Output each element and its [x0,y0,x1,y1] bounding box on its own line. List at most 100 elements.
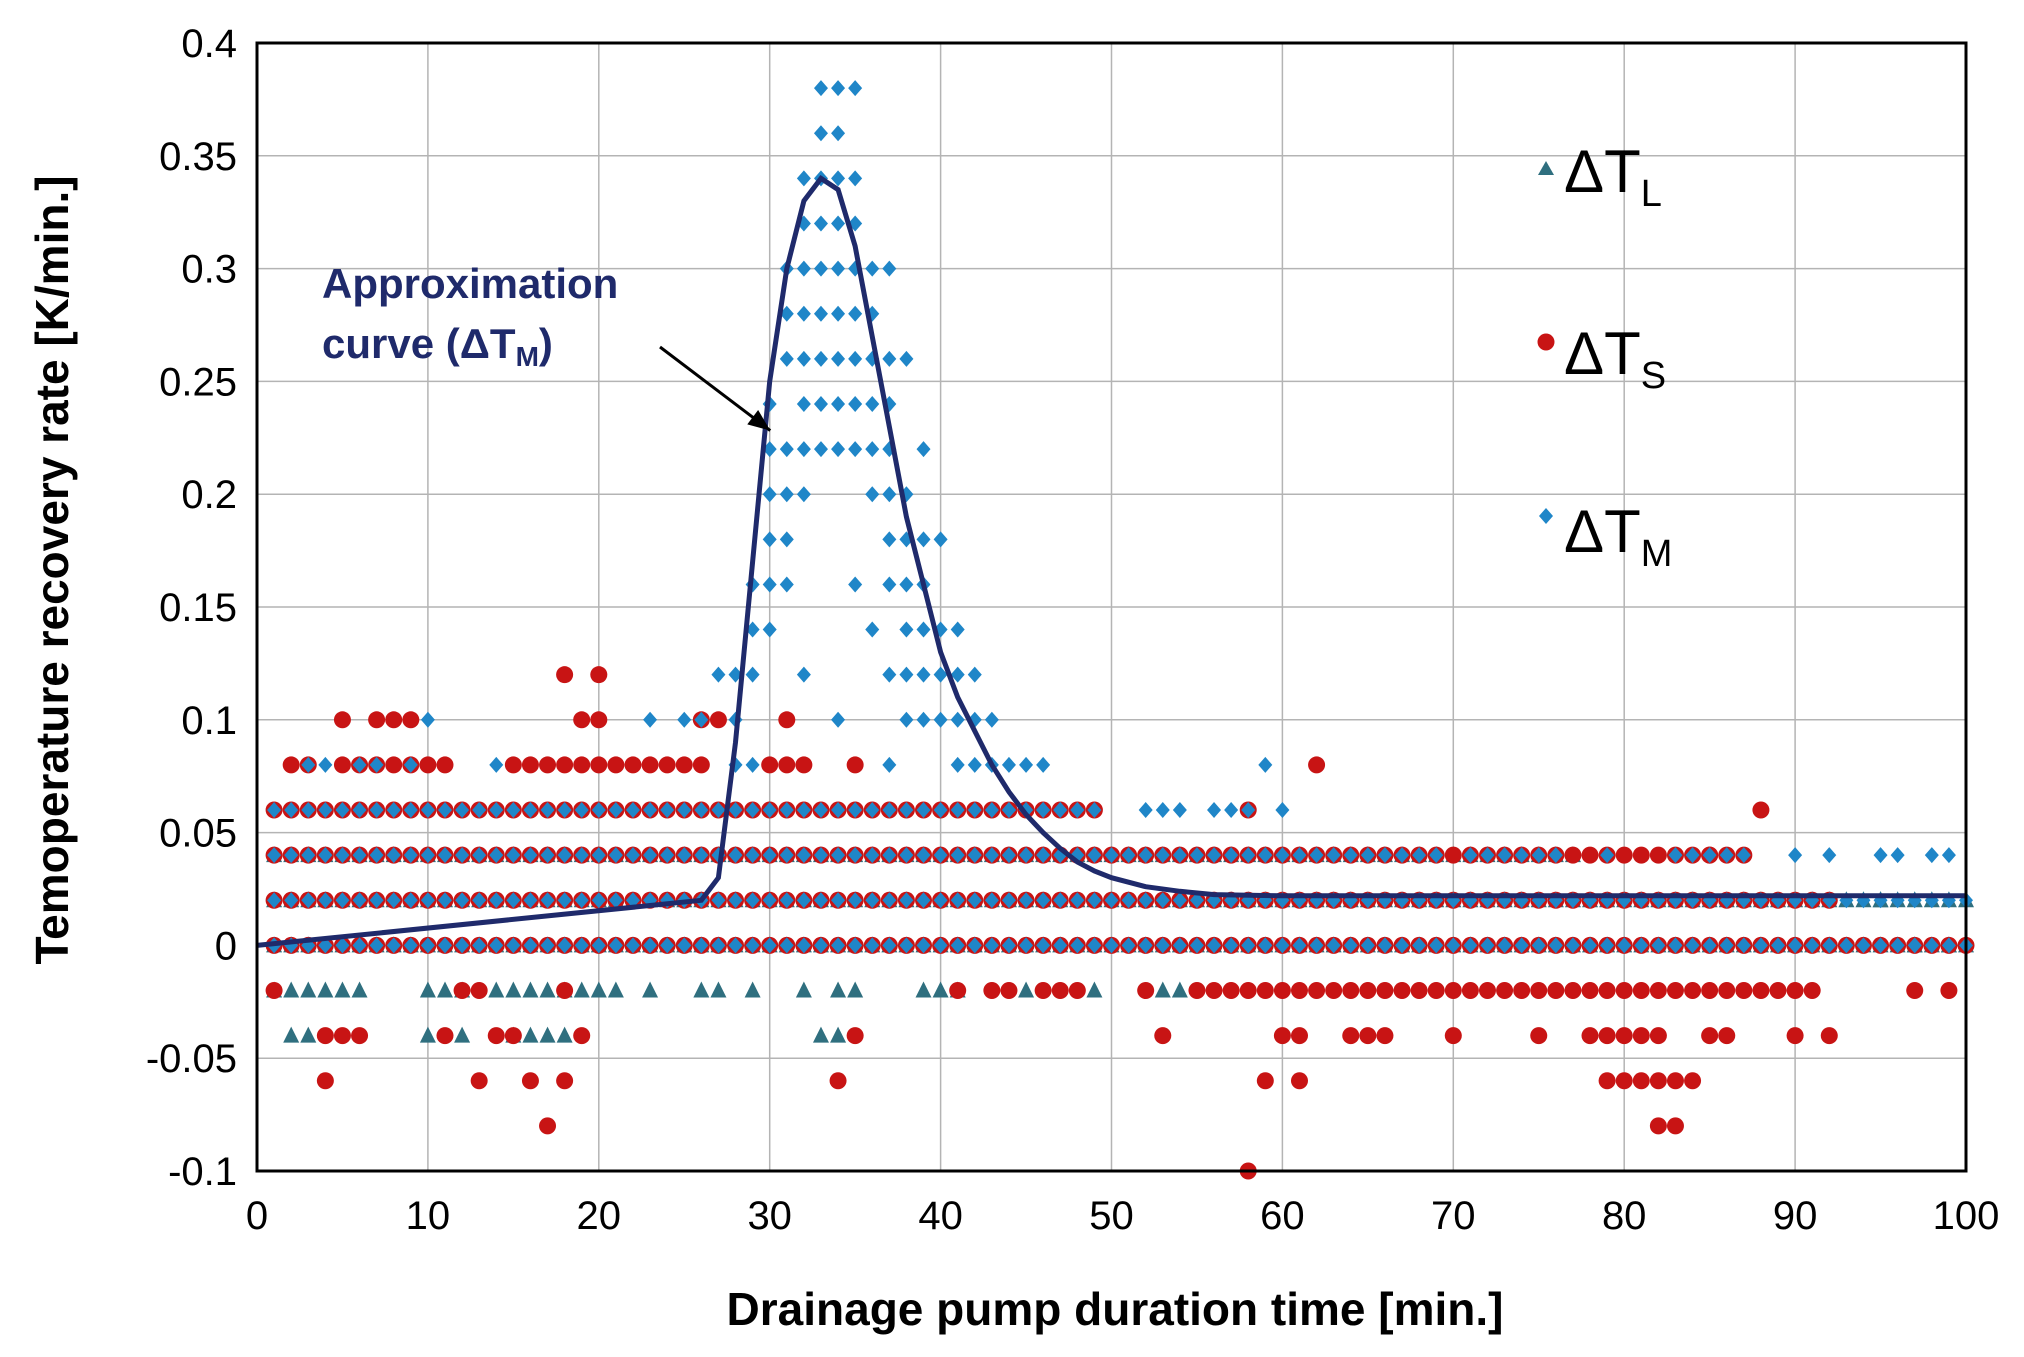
delta-t-m-point [950,756,965,773]
delta-t-m-point [882,666,897,683]
delta-t-s-point [282,756,300,774]
delta-t-m-point [1104,937,1119,954]
delta-t-s-point [1598,1027,1616,1045]
delta-t-m-point [916,802,931,819]
delta-t-m-point [369,937,384,954]
delta-t-m-point [1138,847,1153,864]
delta-t-s-point [1632,1027,1650,1045]
delta-t-s-point [795,756,813,774]
delta-t-m-point [796,170,811,187]
delta-t-m-point [1207,937,1222,954]
delta-t-m-point [779,802,794,819]
delta-t-m-point [335,892,350,909]
delta-t-m-point [694,937,709,954]
delta-t-s-point [351,1027,369,1045]
delta-t-s-point [436,756,454,774]
delta-t-m-point [745,847,760,864]
delta-t-m-point [386,802,401,819]
delta-t-l-point [539,1026,556,1043]
annotation-line-1: Approximation [322,260,618,307]
delta-t-l-point [1086,981,1103,998]
delta-t-l-point [1171,981,1188,998]
legend-label-l: ΔTL [1564,138,1662,215]
delta-t-m-point [335,847,350,864]
delta-t-m-point [694,802,709,819]
delta-t-s-point [949,982,967,1000]
delta-t-m-point [950,711,965,728]
delta-t-m-point [848,441,863,458]
delta-t-m-point [865,892,880,909]
delta-t-m-point [1275,847,1290,864]
delta-t-m-point [882,847,897,864]
y-tick-label: 0 [215,924,237,968]
legend-item-l: ΔTL [1538,138,1662,215]
delta-t-m-point [831,260,846,277]
delta-t-m-point [831,847,846,864]
delta-t-s-point [1068,982,1086,1000]
delta-t-s-point [1154,1027,1172,1045]
delta-t-m-point [1514,937,1529,954]
delta-t-m-point [455,892,470,909]
delta-t-m-point [574,847,589,864]
y-tick-label: 0.2 [181,473,237,517]
delta-t-m-point [591,802,606,819]
delta-t-m-point [677,937,692,954]
delta-t-l-point [419,1026,436,1043]
delta-t-m-point [1839,937,1854,954]
delta-t-s-point [1256,982,1274,1000]
delta-t-s-point [1649,1117,1667,1135]
delta-t-m-point [950,847,965,864]
delta-t-m-point [1053,937,1068,954]
delta-t-m-point [762,937,777,954]
delta-t-m-point [1292,937,1307,954]
delta-t-m-point [1241,802,1256,819]
delta-t-m-point [420,711,435,728]
delta-t-m-point [813,80,828,97]
delta-t-m-point [677,711,692,728]
delta-t-s-point [1137,982,1155,1000]
delta-t-m-point [779,847,794,864]
delta-t-s-point [590,756,608,774]
delta-t-l-point [915,981,932,998]
delta-t-m-point [796,441,811,458]
delta-t-s-point [1410,982,1428,1000]
annotation-arrowhead [747,410,771,431]
delta-t-m-point [694,847,709,864]
delta-t-m-point [1548,847,1563,864]
delta-t-m-point [1548,937,1563,954]
delta-t-s-point [1615,982,1633,1000]
delta-t-m-point [660,937,675,954]
delta-t-m-point [608,802,623,819]
delta-t-m-point [813,441,828,458]
delta-t-m-point [318,802,333,819]
delta-t-m-point [1360,847,1375,864]
delta-t-m-point [625,892,640,909]
delta-t-s-point [556,982,574,1000]
delta-t-m-point [865,621,880,638]
delta-t-s-point [521,756,539,774]
delta-t-s-point [1051,982,1069,1000]
delta-t-s-point [1820,1027,1838,1045]
delta-t-m-point [1001,937,1016,954]
delta-t-m-point [813,305,828,322]
delta-t-s-point [641,756,659,774]
delta-t-m-point [1241,847,1256,864]
delta-t-m-point [796,666,811,683]
delta-t-m-point [1685,937,1700,954]
delta-t-s-point [1649,982,1667,1000]
delta-t-m-point [608,892,623,909]
delta-t-m-point [1258,756,1273,773]
delta-t-m-point [967,802,982,819]
delta-t-m-point [506,937,521,954]
delta-t-m-point [984,937,999,954]
delta-t-m-point [882,486,897,503]
delta-t-m-point [1155,937,1170,954]
delta-t-m-point [557,937,572,954]
delta-t-m-point [1719,937,1734,954]
delta-t-l-point [505,981,522,998]
delta-t-m-point [916,711,931,728]
delta-t-m-point [437,937,452,954]
delta-t-m-point [540,937,555,954]
delta-t-m-point [796,802,811,819]
